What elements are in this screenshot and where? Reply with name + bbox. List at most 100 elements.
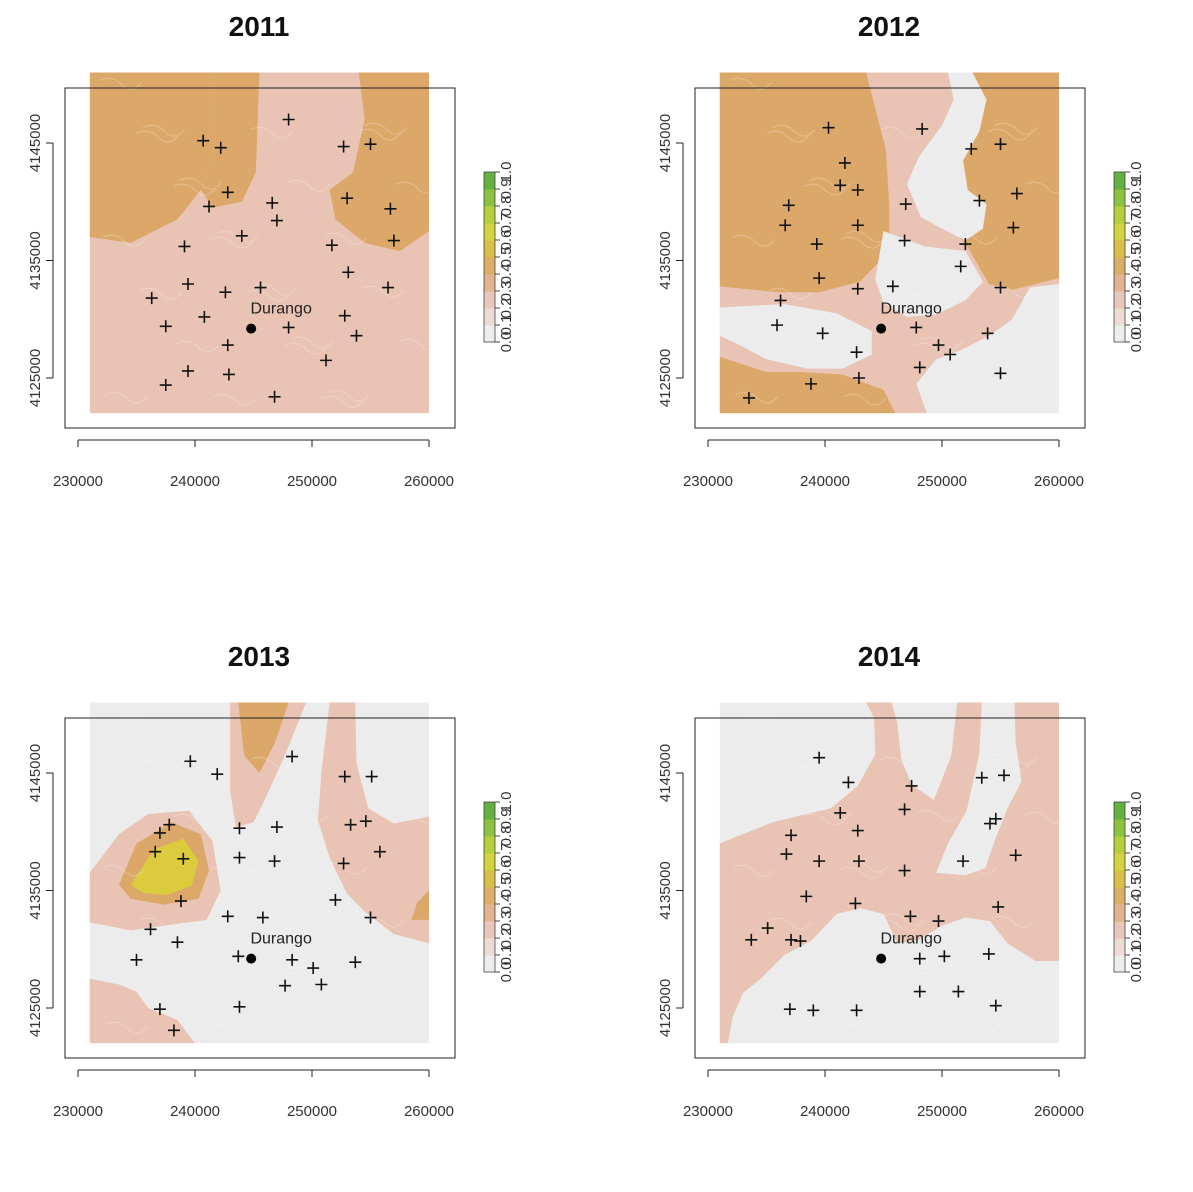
legend-label: 0.4 [1128,894,1145,915]
legend-swatch [1114,223,1125,241]
legend-label: 1.0 [498,792,515,813]
terrain-hatch [176,340,220,353]
site-marker [270,821,283,834]
terrain-hatch [877,289,921,302]
terrain-hatch [772,754,816,767]
y-tick-label: 4125000 [657,349,674,407]
legend-swatch [1114,853,1125,871]
terrain-hatch [284,342,328,355]
site-marker [852,372,865,384]
probability-region [89,72,217,243]
probability-region [875,231,983,317]
terrain-hatch [287,809,331,822]
terrain-hatch [105,1021,149,1034]
legend-swatch [484,802,495,820]
terrain-hatch [1028,968,1059,981]
legend-label: 0.5 [498,877,515,898]
terrain-hatch [1025,811,1059,824]
terrain-hatch [324,232,368,245]
panel-title: 2013 [228,641,290,672]
terrain-hatch [216,860,260,873]
legend-swatch [1114,938,1125,956]
legend-label: 0.1 [1128,315,1145,336]
site-marker [163,818,176,831]
legend-label: 0.4 [498,264,515,285]
site-marker [813,855,826,868]
terrain-hatch [398,968,429,981]
legend-swatch [484,938,495,956]
terrain-hatch [846,230,890,243]
site-marker [838,156,851,169]
terrain-hatch [732,234,776,247]
site-marker [822,121,835,134]
probability-region [906,72,987,241]
legend-label: 0.5 [1128,877,1145,898]
site-marker [982,947,995,960]
site-marker [783,1003,796,1016]
site-marker [350,329,363,342]
legend-label: 0.6 [1128,230,1145,251]
site-marker [315,978,328,991]
site-marker [144,923,157,936]
terrain-hatch [102,234,146,247]
legend-swatch [484,308,495,326]
site-marker [325,239,338,252]
legend-label: 0.2 [498,928,515,949]
probability-region [238,702,289,773]
y-tick-label: 4125000 [27,349,44,407]
site-marker [221,339,234,352]
probability-region [411,890,429,920]
site-marker [834,179,847,192]
terrain-hatch [210,236,254,249]
site-marker [973,194,986,207]
map-svg-2014: 2014 230000 240000 250000 260000 4125000 41350… [657,641,1145,1120]
site-marker [337,140,350,153]
x-tick-label: 230000 [683,1103,733,1120]
town-label: Durango [880,931,941,948]
site-marker [365,770,378,783]
terrain-hatch [880,756,924,769]
legend-label: 0.8 [1128,826,1145,847]
terrain-hatch [358,128,402,141]
site-marker [981,327,994,340]
site-marker [994,281,1007,294]
site-marker [899,198,912,211]
terrain-hatch [803,813,847,826]
y-tick-label: 4145000 [657,744,674,802]
site-marker [952,985,965,998]
site-marker [807,1004,820,1017]
site-marker [197,134,210,147]
terrain-hatch [735,391,779,404]
plot-frame [694,87,1086,429]
x-tick-label: 240000 [170,473,220,490]
site-marker [965,142,978,155]
terrain-hatch [105,391,149,404]
legend-swatch [484,819,495,837]
terrain-hatch [843,393,887,406]
terrain-hatch [142,754,186,767]
terrain-hatch [250,126,294,139]
site-marker [851,219,864,232]
terrain-hatch [247,919,291,932]
terrain-hatch [880,126,924,139]
site-marker [785,829,798,842]
terrain-hatch [247,289,291,302]
legend-label: 0.8 [498,196,515,217]
map-panel-2014: 2014 230000 240000 250000 260000 4125000 41350… [630,630,1193,1192]
legend-label: 0.0 [1128,962,1145,983]
terrain-hatch [920,336,964,349]
site-marker [998,769,1011,782]
legend-swatch [1114,308,1125,326]
legend-swatch [484,870,495,888]
legend-swatch [1114,291,1125,309]
legend-swatch [484,955,495,973]
site-marker [159,320,172,333]
legend-label: 0.7 [498,843,515,864]
site-marker [145,292,158,305]
terrain-hatch [321,1025,365,1038]
site-marker [364,138,377,151]
site-marker [989,999,1002,1012]
legend-swatch [484,921,495,939]
terrain-hatch [102,864,146,877]
legend-label: 0.7 [1128,213,1145,234]
